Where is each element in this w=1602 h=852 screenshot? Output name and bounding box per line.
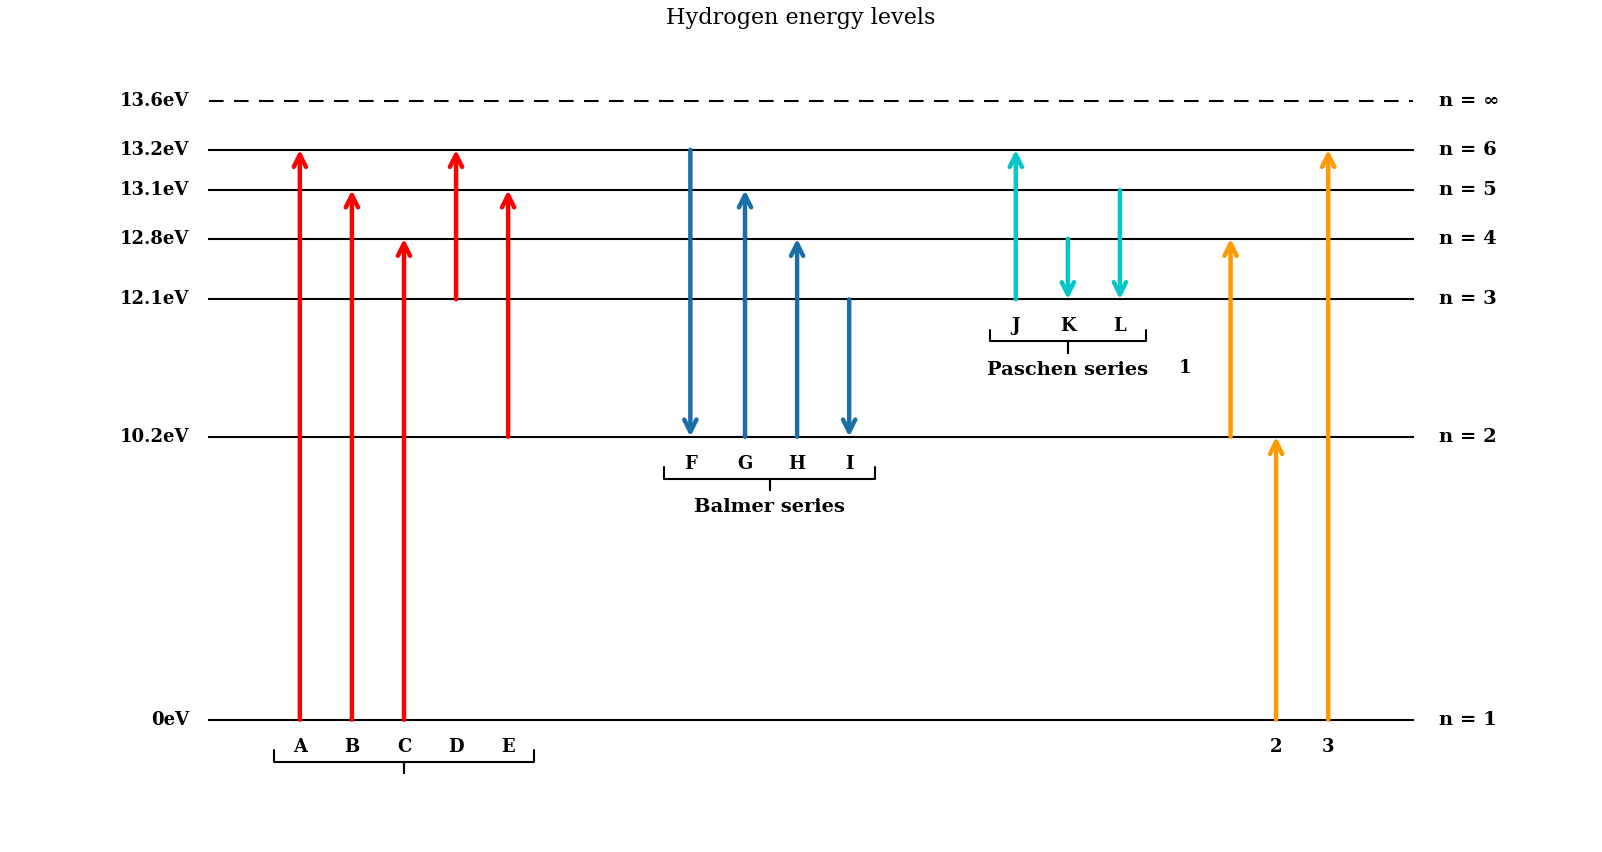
Text: Balmer series: Balmer series <box>694 498 846 516</box>
Text: 12.8eV: 12.8eV <box>120 230 189 248</box>
Title: Hydrogen energy levels: Hydrogen energy levels <box>666 7 936 29</box>
Text: C: C <box>397 738 412 756</box>
Text: K: K <box>1061 317 1075 335</box>
Text: F: F <box>684 455 697 473</box>
Text: n = 5: n = 5 <box>1439 181 1496 199</box>
Text: 0eV: 0eV <box>151 711 189 728</box>
Text: 10.2eV: 10.2eV <box>120 428 189 446</box>
Text: n = 6: n = 6 <box>1439 141 1496 158</box>
Text: E: E <box>501 738 514 756</box>
Text: L: L <box>1113 317 1126 335</box>
Text: n = 4: n = 4 <box>1439 230 1496 248</box>
Text: D: D <box>449 738 465 756</box>
Text: Paschen series: Paschen series <box>987 360 1149 379</box>
Text: B: B <box>344 738 359 756</box>
Text: n = 2: n = 2 <box>1439 428 1496 446</box>
Text: I: I <box>844 455 854 473</box>
Text: 1: 1 <box>1179 359 1192 377</box>
Text: G: G <box>737 455 753 473</box>
Text: 12.1eV: 12.1eV <box>120 291 189 308</box>
Text: 2: 2 <box>1270 738 1282 756</box>
Text: n = 3: n = 3 <box>1439 291 1496 308</box>
Text: 13.6eV: 13.6eV <box>120 92 189 110</box>
Text: 3: 3 <box>1322 738 1334 756</box>
Text: n = ∞: n = ∞ <box>1439 92 1499 110</box>
Text: 13.1eV: 13.1eV <box>120 181 189 199</box>
Text: n = 1: n = 1 <box>1439 711 1496 728</box>
Text: A: A <box>293 738 308 756</box>
Text: J: J <box>1011 317 1020 335</box>
Text: H: H <box>788 455 806 473</box>
Text: 13.2eV: 13.2eV <box>120 141 189 158</box>
